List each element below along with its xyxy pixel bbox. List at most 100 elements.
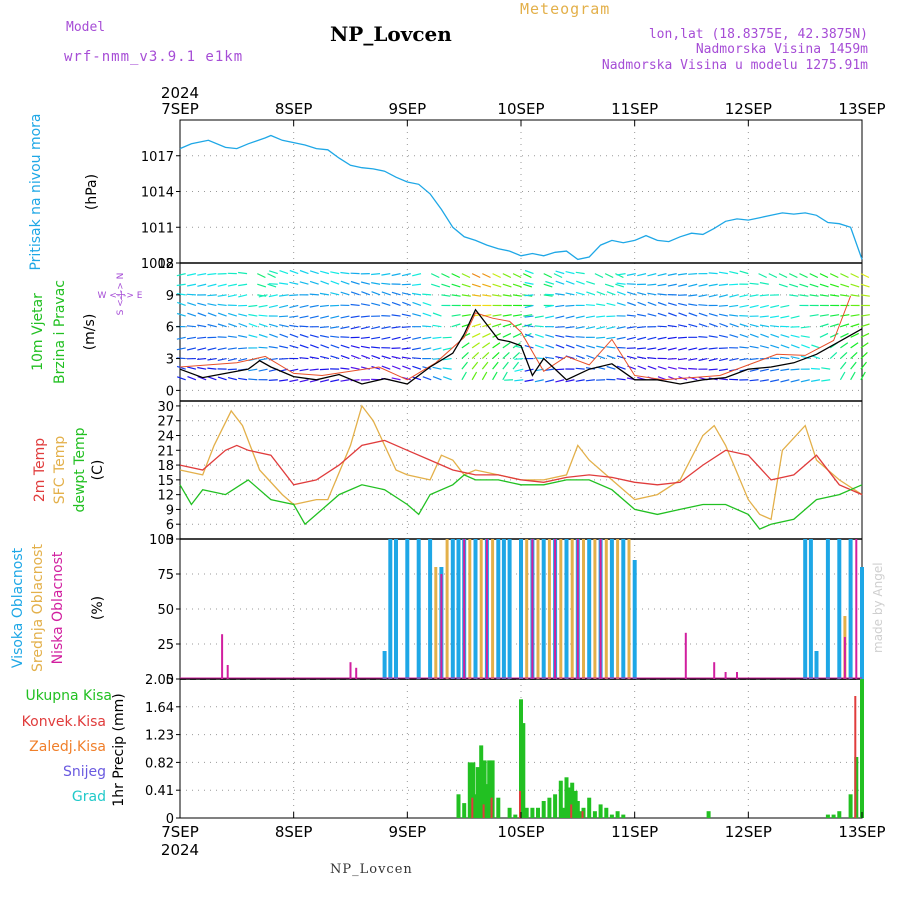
wind-arrow [432, 336, 442, 339]
wind-arrow [371, 326, 381, 330]
wind-arrow [809, 294, 819, 297]
wind-arrow [412, 273, 422, 277]
total-precip-bar [519, 699, 523, 818]
wind-arrow [840, 323, 850, 328]
x-tick-label-bottom: 9SEP [389, 823, 427, 841]
wind-arrow [860, 351, 868, 359]
cloud-low-bar [221, 634, 224, 679]
wind-arrow [678, 347, 688, 351]
total-precip-bar [462, 803, 467, 818]
wind-arrow [606, 354, 616, 360]
wind-arrow [800, 335, 810, 338]
wind-arrow [688, 323, 698, 328]
wind-arrow [801, 344, 810, 349]
made-by-text: made by Angel [871, 562, 885, 653]
wind-arrow [299, 357, 309, 360]
wind-arrow [698, 283, 708, 287]
cloud-high-bar [808, 539, 813, 679]
y-tick-label: 24 [157, 430, 174, 445]
wind-arrow [565, 315, 575, 319]
wind-arrow [860, 342, 869, 349]
pressure-unit: (hPa) [84, 174, 100, 210]
wind-arrow [647, 313, 657, 317]
wind-arrow [678, 302, 688, 307]
wind-arrow [512, 314, 522, 317]
total-precip-bar [456, 794, 461, 818]
wind-arrow [729, 334, 739, 338]
wind-arrow [821, 367, 831, 370]
wind-arrow [207, 347, 217, 351]
cloud-high-bar [848, 539, 853, 679]
wind-arrow [238, 334, 248, 338]
wind-arrow [596, 303, 606, 307]
wind-arrow [555, 280, 565, 285]
wind-arrow [545, 379, 555, 383]
wind-arrow [626, 273, 636, 276]
coordinates: lon,lat (18.8375E, 42.3875N) [648, 27, 868, 42]
cloud-low-bar [226, 665, 229, 679]
wind-arrow [555, 379, 565, 383]
wind-arrow [412, 292, 422, 296]
wind-arrow [371, 282, 381, 285]
wind-arrow [320, 315, 330, 319]
wind-arrow [596, 326, 606, 330]
wind-arrow [228, 312, 238, 317]
wind-arrow [289, 344, 299, 349]
wind-arrow [502, 361, 509, 370]
wind-arrow [177, 376, 186, 381]
wind-arrow [677, 357, 688, 361]
wind-arrow [309, 315, 319, 319]
wind-arrow [759, 304, 769, 309]
wind-arrow [535, 344, 544, 349]
wind-arrow [637, 356, 647, 360]
wind-arrow [575, 326, 585, 329]
total-precip-bar [615, 811, 620, 818]
wind-arrow [309, 356, 319, 360]
wind-arrow [524, 281, 534, 285]
wind-arrow [647, 292, 657, 296]
wind-arrow [471, 342, 480, 349]
wind-arrow [534, 325, 544, 328]
wind-arrow [780, 344, 790, 349]
wind-arrow [545, 356, 555, 360]
wind-arrow [739, 357, 749, 361]
wind-arrow [238, 377, 248, 381]
cloud-low-bar [599, 539, 602, 679]
wind-arrow [442, 367, 452, 370]
wind-arrow [176, 293, 186, 296]
wind-arrow [637, 326, 647, 329]
wind-arrow [780, 334, 790, 338]
cloud-low-bar [355, 667, 358, 679]
cloud-mid-bar [570, 539, 574, 679]
wind-arrow [850, 332, 859, 338]
total-precip-bar [507, 807, 512, 818]
wind-arrow [422, 293, 432, 296]
wind-arrow [176, 365, 186, 370]
wind-arrow [512, 283, 522, 288]
wind-arrow [604, 283, 614, 288]
wind-arrow [575, 355, 585, 360]
wind-arrow [319, 334, 330, 338]
wind-arrow [729, 357, 739, 361]
wind-arrow [381, 282, 391, 285]
wind-arrow [319, 292, 329, 296]
wind-arrow [749, 379, 759, 382]
wind-arrow [442, 347, 452, 351]
wind-arrow [770, 333, 780, 338]
cloud-high-bar [814, 651, 819, 679]
wind-arrow [481, 361, 489, 370]
y-tick-label: 0 [166, 673, 174, 688]
conv-precip-bar [519, 790, 521, 818]
wind-arrow [667, 324, 677, 328]
wind-arrow [299, 333, 309, 338]
y-tick-label: 6 [166, 321, 174, 336]
wind-arrow [340, 291, 350, 296]
wind-arrow [790, 356, 800, 360]
wind-arrow [238, 357, 248, 362]
wind-arrow [257, 273, 266, 279]
wind-arrow [799, 283, 809, 288]
made-by-watermark: made by Angel [871, 562, 885, 653]
y-tick-label: 1017 [141, 150, 174, 165]
wind-arrow [718, 313, 728, 317]
wind-arrow [279, 333, 289, 338]
